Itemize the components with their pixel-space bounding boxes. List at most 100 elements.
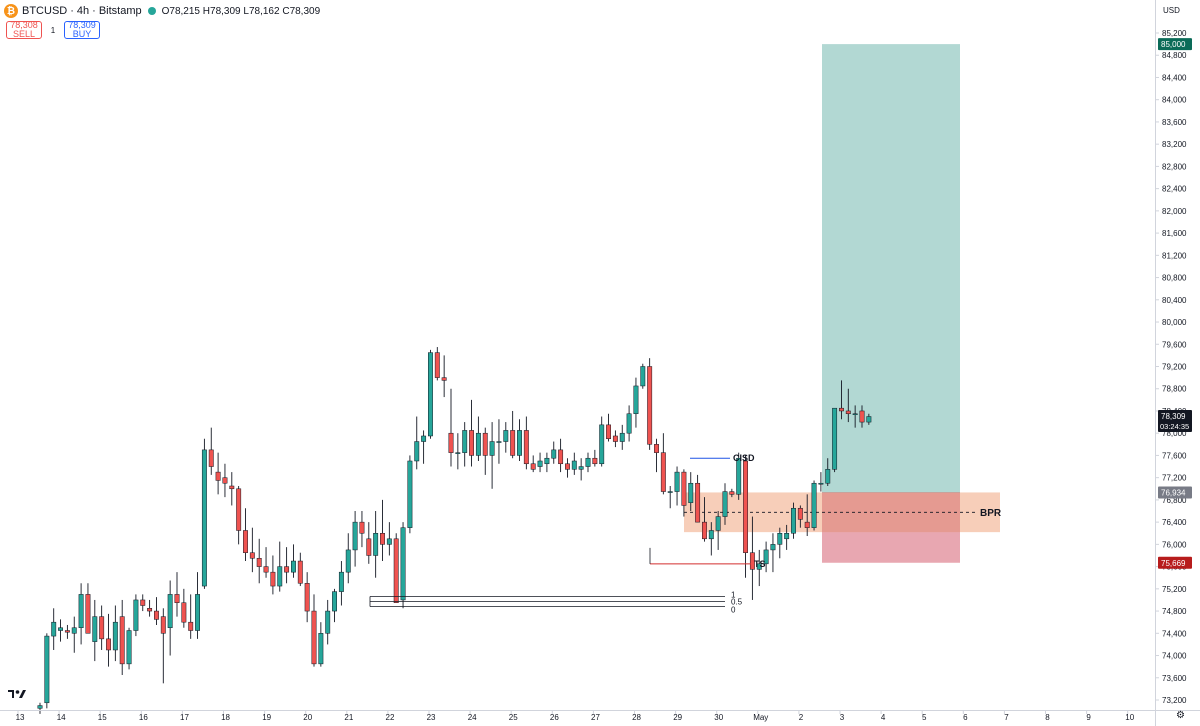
candle-body: [270, 571, 276, 587]
candle-body: [160, 616, 166, 634]
x-tick-label: 9: [1086, 713, 1091, 722]
candle-body: [592, 457, 598, 465]
x-tick-label: May: [753, 713, 768, 722]
candle: [743, 455, 748, 578]
candle-body: [633, 385, 639, 414]
open-value: 78,215: [169, 5, 200, 17]
candle: [763, 541, 769, 573]
y-tick-label: 84,800: [1162, 51, 1187, 60]
candle-body: [92, 616, 98, 642]
low-label: L: [243, 5, 249, 17]
candle: [318, 622, 324, 667]
candle-body: [777, 533, 783, 545]
price-label: 85,000: [1158, 38, 1192, 51]
candle: [64, 624, 70, 639]
candle: [201, 438, 207, 589]
candle-body: [715, 516, 721, 531]
buy-button[interactable]: 78,309 BUY: [64, 21, 100, 39]
candle: [311, 594, 317, 667]
candle: [160, 608, 166, 684]
candle-body: [421, 435, 427, 442]
exchange-name: Bitstamp: [98, 5, 142, 17]
candle-body: [58, 627, 63, 631]
y-tick-label: 82,800: [1162, 162, 1187, 171]
candle-body: [585, 457, 591, 467]
candle-body: [756, 563, 762, 570]
x-tick-label: 20: [303, 713, 312, 722]
candle: [565, 458, 570, 478]
open-label: O: [161, 5, 170, 17]
x-tick-label: 21: [344, 713, 353, 722]
drawing-zones[interactable]: [684, 44, 1000, 563]
candle-body: [188, 621, 194, 631]
x-tick-label: 29: [673, 713, 682, 722]
candle: [188, 594, 194, 639]
candle: [441, 355, 447, 398]
candle-body: [743, 460, 748, 553]
y-tick-label: 74,800: [1162, 607, 1187, 616]
candle: [599, 416, 605, 467]
y-tick-label: 85,200: [1162, 29, 1187, 38]
quantity[interactable]: 1: [50, 25, 56, 35]
currency-label[interactable]: USD: [1163, 6, 1180, 15]
candle: [845, 388, 851, 423]
candle: [825, 458, 831, 487]
candle: [85, 583, 91, 634]
candle-body: [729, 491, 735, 495]
candle-body: [530, 463, 536, 470]
cisd-label: CISD: [733, 453, 755, 463]
candle: [818, 472, 824, 492]
target-zone[interactable]: [822, 44, 960, 493]
y-tick-label: 83,600: [1162, 118, 1187, 127]
candle-body: [866, 416, 872, 423]
drawing-lines[interactable]: CISD BPR TS 10.50: [369, 453, 1002, 615]
candle: [654, 438, 659, 473]
x-tick-label: 6: [963, 713, 968, 722]
candle: [284, 547, 290, 584]
y-tick-label: 82,400: [1162, 185, 1187, 194]
candle-body: [215, 471, 221, 481]
candle-body: [311, 610, 317, 665]
candle-body: [263, 566, 269, 573]
candle: [612, 430, 618, 448]
symbol-name[interactable]: BTCUSD: [22, 5, 68, 17]
candle: [277, 541, 283, 592]
x-tick-label: 3: [840, 713, 845, 722]
y-tick-label: 83,200: [1162, 140, 1187, 149]
candle: [633, 377, 639, 428]
candle: [592, 449, 598, 467]
candle: [681, 469, 687, 517]
candle-body: [71, 627, 77, 634]
y-tick-label: 76,800: [1162, 496, 1187, 505]
candle: [496, 419, 502, 464]
candle: [729, 488, 735, 498]
candle: [448, 388, 454, 467]
candle: [208, 427, 214, 475]
time-axis[interactable]: 13 14 15 16 17 18 19 20 21 22 23 24 25 26 27 28 29 30 May 2…: [0, 710, 1200, 722]
candle-body: [688, 482, 694, 503]
price-label-background: [1158, 38, 1192, 51]
x-tick-label: 10: [1125, 713, 1134, 722]
candle-body: [174, 594, 180, 603]
candle-body: [325, 610, 331, 634]
candle: [756, 549, 762, 587]
candle: [558, 438, 564, 473]
candle-body: [291, 560, 296, 573]
x-tick-label: 27: [591, 713, 600, 722]
x-tick-label: 30: [714, 713, 723, 722]
price-axis[interactable]: 85,200 84,800 84,400 84,000 83,600 83,200 82,8…: [1155, 0, 1200, 726]
candle: [386, 522, 392, 556]
tradingview-logo: [8, 690, 26, 698]
candle: [338, 561, 344, 606]
interval[interactable]: 4h: [76, 5, 90, 17]
candle: [99, 605, 105, 650]
sell-button[interactable]: 78,308 SELL: [6, 21, 42, 39]
candle: [297, 552, 303, 587]
candle: [455, 433, 461, 470]
gear-icon[interactable]: ⚙: [1176, 710, 1185, 721]
candle: [674, 466, 680, 506]
candle-body: [510, 430, 516, 456]
candle-body: [338, 571, 344, 592]
countdown-text: 03:24:35: [1160, 422, 1189, 431]
